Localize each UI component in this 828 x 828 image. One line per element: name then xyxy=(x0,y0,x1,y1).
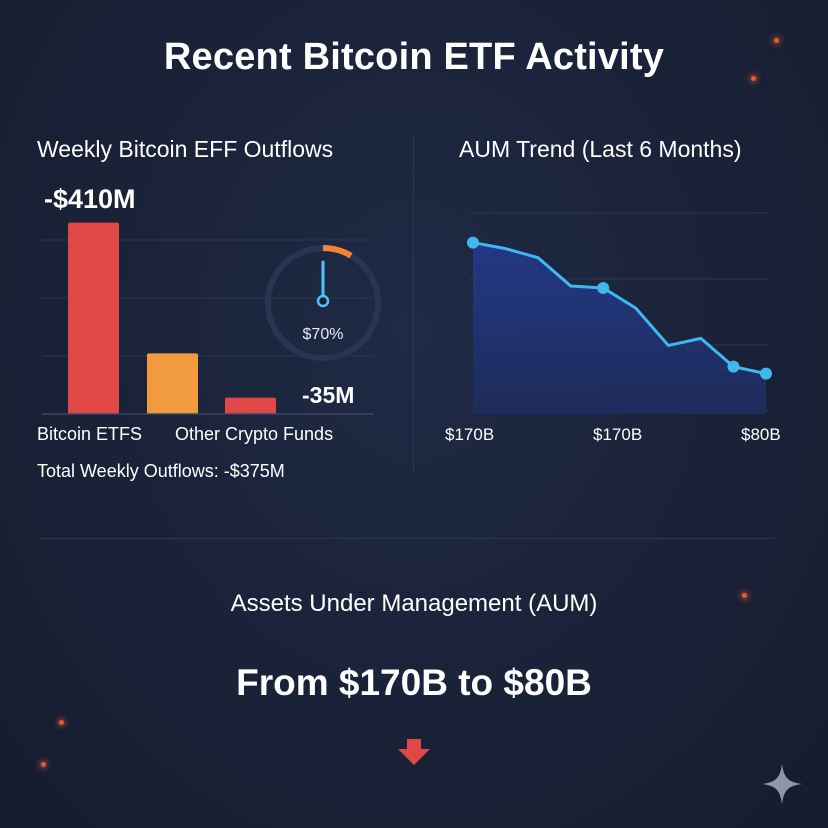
decor-dot xyxy=(742,593,747,598)
category-label-bitcoin-etfs: Bitcoin ETFS xyxy=(37,424,143,444)
x-tick-label: $80B xyxy=(741,425,781,444)
aum-point-marker xyxy=(760,367,772,380)
decor-dot xyxy=(41,762,46,767)
outflows-panel-title: Weekly Bitcoin EFF Outflows xyxy=(37,136,334,162)
aum-point-marker xyxy=(467,236,479,249)
aum-area-chart xyxy=(467,212,772,414)
aum-trend-title: AUM Trend (Last 6 Months) xyxy=(459,136,742,162)
aum-range: From $170B to $80B xyxy=(236,662,592,703)
gauge-label: $70% xyxy=(303,326,344,343)
aum-heading: Assets Under Management (AUM) xyxy=(230,590,598,617)
page-title: Recent Bitcoin ETF Activity xyxy=(163,36,665,78)
sparkle-icon xyxy=(762,764,802,804)
decor-dot xyxy=(751,76,756,81)
aum-trend-line xyxy=(472,241,767,376)
aum-point-marker xyxy=(727,360,740,373)
x-tick-label: $170B xyxy=(593,425,643,444)
bitcoin-etf-value-label: -$410M xyxy=(44,184,136,214)
gauge: $70% xyxy=(265,245,381,361)
category-label-other-crypto-funds: Other Crypto Funds xyxy=(175,424,334,444)
bar xyxy=(225,397,276,414)
total-weekly-outflows: Total Weekly Outflows: -$375M xyxy=(37,461,285,481)
section-divider xyxy=(40,538,774,539)
aum-point-marker xyxy=(597,281,610,294)
down-arrow-icon xyxy=(398,739,430,765)
gauge-needle-pivot xyxy=(316,294,330,308)
small-value-label: -35M xyxy=(302,382,355,408)
aum-area-fill xyxy=(473,242,766,414)
bar xyxy=(147,353,198,414)
outflows-bar-chart: $70% xyxy=(42,222,381,415)
x-tick-label: $170B xyxy=(445,425,495,444)
panel-divider xyxy=(413,134,414,472)
bar xyxy=(68,222,119,414)
decor-dot xyxy=(774,38,779,43)
decor-dot xyxy=(59,720,64,725)
gauge-accent-arc xyxy=(322,245,353,259)
